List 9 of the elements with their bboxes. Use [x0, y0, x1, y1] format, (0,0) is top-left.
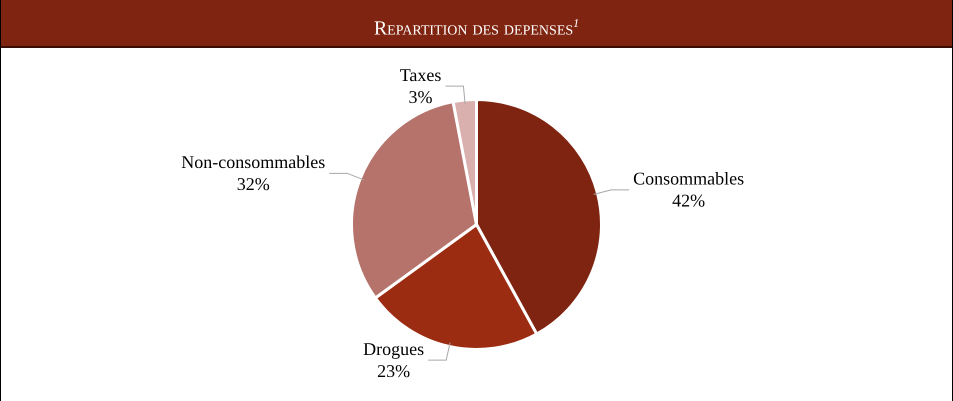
data-label: 42%	[672, 190, 706, 211]
data-label: 23%	[377, 360, 410, 381]
slice-label: Consommables	[633, 168, 744, 189]
chart-title: Repartition des depenses$^{1}$	[1, 0, 952, 48]
slice-label: Non-consommables	[181, 152, 326, 172]
data-label: 3%	[408, 86, 433, 107]
slice-label: Drogues	[363, 338, 424, 359]
slice-label: Taxes	[400, 64, 442, 85]
data-label: 32%	[236, 174, 270, 194]
